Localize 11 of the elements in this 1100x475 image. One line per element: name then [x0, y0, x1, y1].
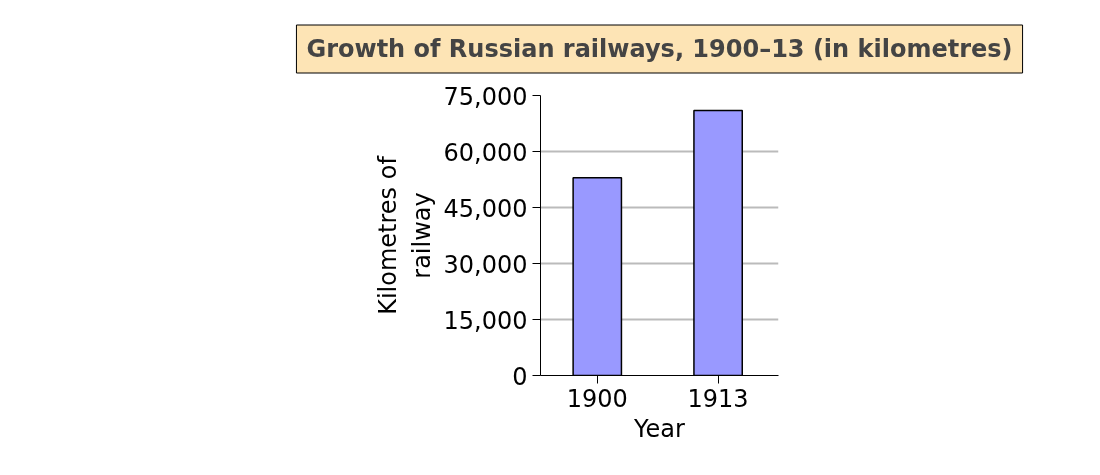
y-tick-label: 75,000 — [443, 82, 528, 111]
x-tick-label: 1900 — [566, 384, 628, 413]
y-axis-title: Kilometres of railway — [373, 155, 436, 315]
y-tick-label: 60,000 — [443, 138, 528, 167]
y-tick-label: 15,000 — [443, 306, 528, 335]
x-axis-title: Year — [633, 414, 686, 443]
y-tick-label: 30,000 — [443, 250, 528, 279]
y-tick-label: 45,000 — [443, 194, 528, 223]
y-tick-label: 0 — [512, 362, 528, 391]
chart-title: Growth of Russian railways, 1900–13 (in kilometres) — [306, 35, 1013, 63]
x-tick-label: 1913 — [687, 384, 749, 413]
